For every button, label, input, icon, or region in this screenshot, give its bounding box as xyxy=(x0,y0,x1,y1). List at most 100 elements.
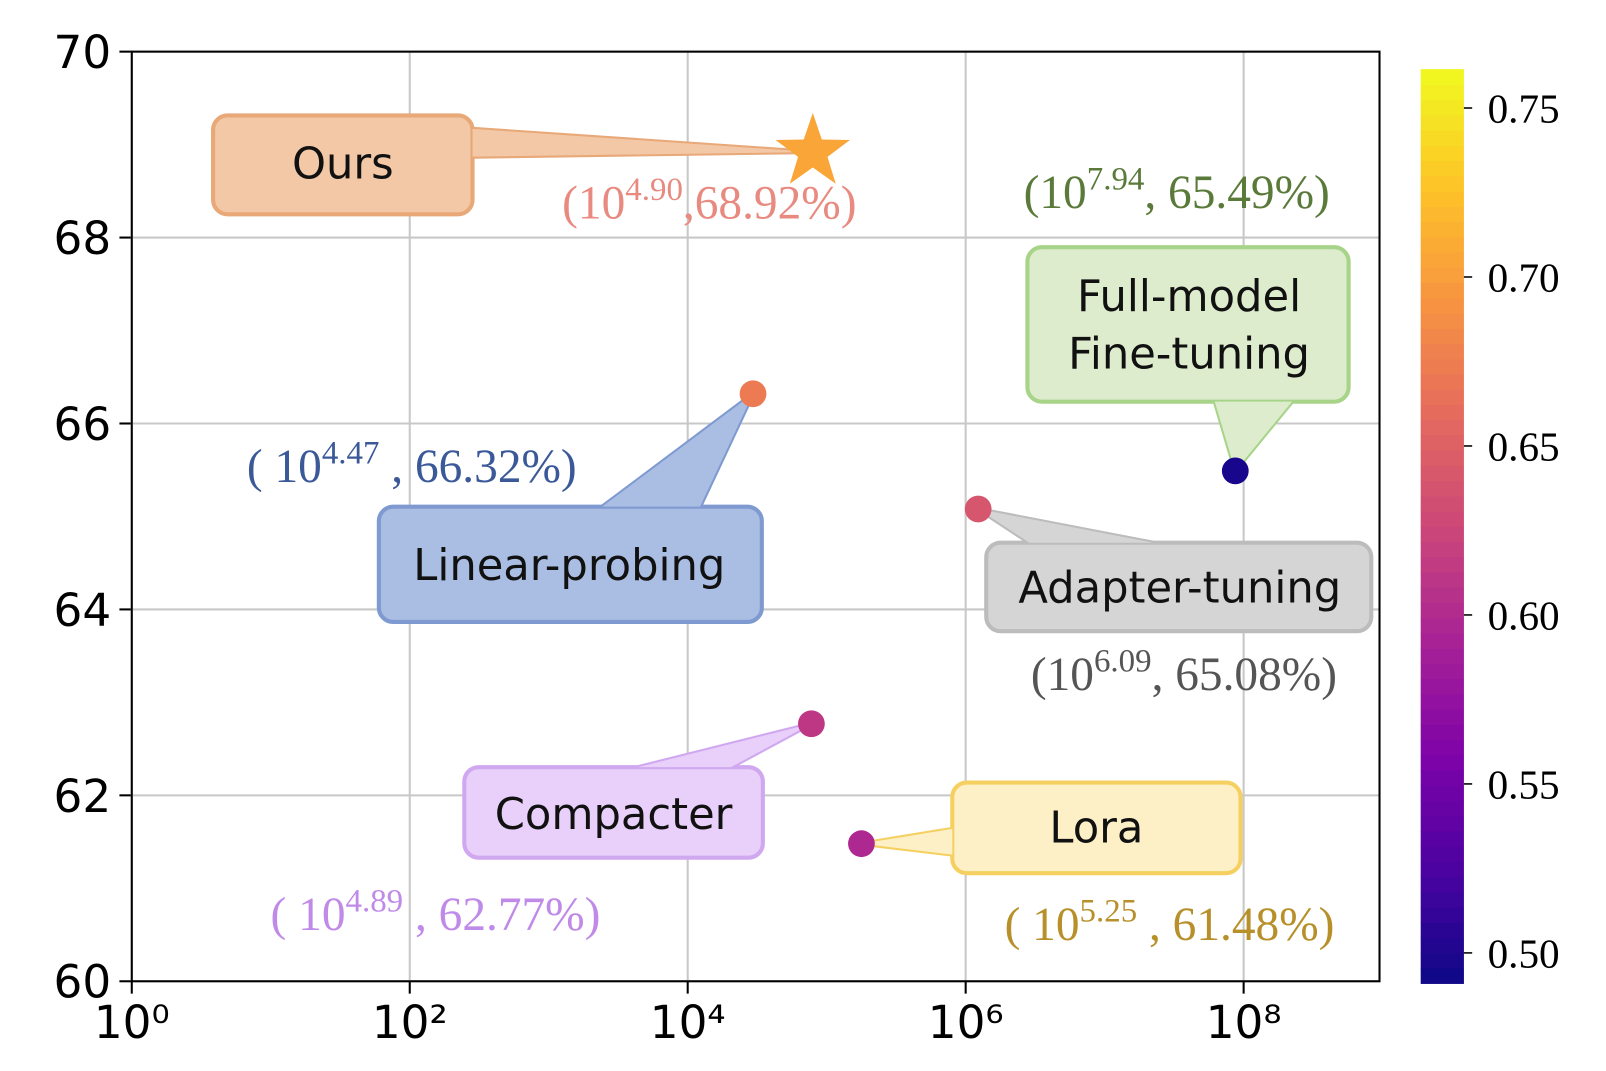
colorbar-segment xyxy=(1420,602,1464,619)
colorbar-segment xyxy=(1420,465,1464,482)
callout-label: Adapter-tuning xyxy=(1018,563,1341,613)
colorbar-segment xyxy=(1420,922,1464,939)
colorbar-segment xyxy=(1420,358,1464,375)
callout-joint xyxy=(638,723,812,768)
colorbar-segment xyxy=(1420,526,1464,543)
data-point xyxy=(1221,457,1249,485)
y-tick-label: 70 xyxy=(54,26,112,79)
colorbar-segment xyxy=(1420,587,1464,604)
colorbar-segment xyxy=(1420,282,1464,299)
colorbar-segment xyxy=(1420,221,1464,238)
callout-box xyxy=(211,113,475,217)
point-annotation: ( 104.89 , 62.77%) xyxy=(271,883,601,941)
annotation-rest: , 65.49%) xyxy=(1144,167,1329,219)
colorbar-segment xyxy=(1420,495,1464,512)
callout-label: Lora xyxy=(1049,803,1143,853)
x-tick-label: 10⁸ xyxy=(1206,996,1282,1049)
annotation-exponent: 4.47 xyxy=(322,435,380,471)
colorbar-segment xyxy=(1420,617,1464,634)
colorbar-tick-label: 0.55 xyxy=(1488,761,1560,807)
colorbar-segment xyxy=(1420,114,1464,131)
colorbar-segment xyxy=(1420,709,1464,725)
colorbar-segment xyxy=(1420,937,1464,954)
point-annotation: (107.94, 65.49%) xyxy=(1024,162,1330,220)
x-tick-label: 10⁶ xyxy=(928,996,1004,1049)
colorbar-segment xyxy=(1420,907,1464,923)
colorbar-segment xyxy=(1420,785,1464,802)
colorbar-segment xyxy=(1420,663,1464,680)
colorbar-segment xyxy=(1420,130,1464,146)
colorbar-segment xyxy=(1420,510,1464,527)
annotation-base: (10 xyxy=(562,177,625,229)
colorbar-segment xyxy=(1420,297,1464,314)
colorbar-segment xyxy=(1420,770,1464,786)
y-tick-label: 60 xyxy=(54,956,112,1009)
colorbar-segment xyxy=(1420,800,1464,817)
colorbar-segment xyxy=(1420,404,1464,421)
callout-box xyxy=(376,504,764,625)
callout-joint xyxy=(861,828,953,855)
annotation-exponent: 4.90 xyxy=(625,172,683,208)
colorbar-segment xyxy=(1420,69,1464,85)
annotation-rest: , 61.48%) xyxy=(1137,899,1334,951)
colorbar-tick-label: 0.60 xyxy=(1488,592,1560,638)
annotation-rest: , 65.08%) xyxy=(1152,649,1337,701)
colorbar-segment xyxy=(1420,145,1464,162)
colorbar-segment xyxy=(1420,480,1464,497)
callout-label: Compacter xyxy=(495,790,733,840)
colorbar-segment xyxy=(1420,160,1464,177)
annotation-rest: , 66.32%) xyxy=(379,441,576,493)
colorbar-segment xyxy=(1420,876,1464,893)
annotation-exponent: 4.89 xyxy=(346,883,404,919)
callout-joint xyxy=(1214,401,1293,471)
callout-joint xyxy=(602,393,754,507)
point-annotation: (106.09, 65.08%) xyxy=(1031,643,1337,701)
annotation-base: ( 10 xyxy=(271,889,346,941)
colorbar-segment xyxy=(1420,830,1464,847)
annotation-rest: , 62.77%) xyxy=(403,889,600,941)
colorbar-segment xyxy=(1420,419,1464,436)
x-tick-label: 10⁴ xyxy=(650,996,726,1049)
colorbar-segment xyxy=(1420,693,1464,710)
colorbar-segment xyxy=(1420,952,1464,969)
colorbar-tick-label: 0.75 xyxy=(1488,85,1560,131)
callout-joint xyxy=(978,509,1154,543)
y-tick-label: 62 xyxy=(54,770,112,823)
point-annotation: (104.90,68.92%) xyxy=(562,172,856,230)
colorbar-segment xyxy=(1420,84,1464,101)
colorbar-segment xyxy=(1420,312,1464,329)
colorbar-segment xyxy=(1420,968,1464,984)
colorbar-tick-label: 0.50 xyxy=(1488,930,1560,976)
callout-label: Linear-probing xyxy=(413,541,725,591)
x-tick-label: 10⁰ xyxy=(94,996,170,1049)
annotation-base: (10 xyxy=(1024,167,1087,219)
colorbar-segment xyxy=(1420,861,1464,878)
colorbar-segment xyxy=(1420,99,1464,116)
callout-box xyxy=(1025,245,1351,404)
colorbar-segment xyxy=(1420,450,1464,466)
annotation-exponent: 5.25 xyxy=(1080,894,1138,930)
colorbar-segment xyxy=(1420,434,1464,451)
x-tick-label: 10² xyxy=(372,996,448,1049)
colorbar-segment xyxy=(1420,343,1464,360)
annotation-exponent: 6.09 xyxy=(1094,643,1152,679)
colorbar-segment xyxy=(1420,328,1464,345)
annotation-base: (10 xyxy=(1031,649,1094,701)
colorbar-segment xyxy=(1420,251,1464,268)
colorbar-segment xyxy=(1420,754,1464,771)
callout-box xyxy=(950,780,1243,876)
colorbar-segment xyxy=(1420,846,1464,863)
data-point xyxy=(964,495,992,523)
colorbar-tick-label: 0.70 xyxy=(1488,254,1560,300)
y-tick-label: 66 xyxy=(54,398,112,451)
colorbar-tick-label: 0.65 xyxy=(1488,423,1560,469)
callout-box xyxy=(462,765,765,860)
colorbar-segment xyxy=(1420,739,1464,756)
data-point xyxy=(798,710,825,738)
colorbar-segment xyxy=(1420,373,1464,390)
colorbar-segment xyxy=(1420,556,1464,573)
plot-frame xyxy=(130,50,1381,983)
colorbar-segment xyxy=(1420,389,1464,405)
